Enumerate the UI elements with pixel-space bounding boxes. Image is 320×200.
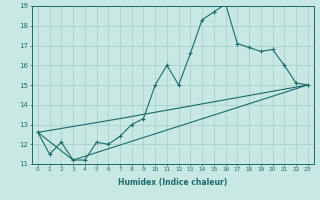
X-axis label: Humidex (Indice chaleur): Humidex (Indice chaleur) [118, 178, 228, 187]
